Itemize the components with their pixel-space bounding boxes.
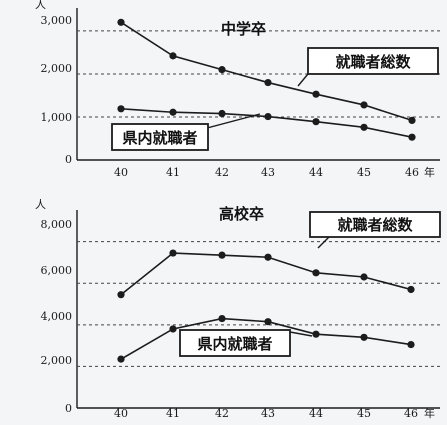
- callout-local: 県内就職者: [179, 329, 313, 357]
- x-unit-label: 年: [424, 165, 435, 179]
- x-tick-label: 40: [114, 166, 128, 179]
- callout-local-label: 県内就職者: [122, 129, 197, 147]
- data-point: [169, 249, 177, 257]
- y-tick-labels: 0 1,000 2,000 3,000: [41, 14, 73, 166]
- y-tick-label: 1,000: [41, 111, 73, 124]
- x-tick-label: 44: [309, 407, 323, 420]
- high-school-chart: 人 高校卒 0 2,000 4,000 6,000 8,000 40 41 42…: [35, 198, 441, 420]
- chart-title: 中学卒: [221, 20, 266, 38]
- x-tick-label: 41: [166, 407, 180, 420]
- y-unit-label: 人: [35, 198, 46, 211]
- data-point: [264, 112, 272, 121]
- x-unit-label: 年: [424, 406, 435, 420]
- y-tick-label: 4,000: [41, 310, 73, 323]
- series-layer: [117, 18, 416, 141]
- x-tick-label: 45: [357, 166, 371, 179]
- data-point: [264, 78, 272, 87]
- callout-total: 就職者総数: [297, 47, 439, 87]
- y-tick-labels: 0 2,000 4,000 6,000 8,000: [41, 218, 73, 415]
- y-unit-label: 人: [35, 0, 46, 11]
- data-point: [407, 340, 415, 349]
- x-tick-label: 40: [114, 407, 128, 420]
- x-tick-label: 44: [309, 166, 323, 179]
- callout-total-label: 就職者総数: [337, 216, 413, 234]
- series-layer: [117, 249, 415, 363]
- y-tick-label: 0: [65, 402, 72, 415]
- y-tick-label: 6,000: [41, 264, 73, 277]
- x-tick-label: 42: [215, 407, 229, 420]
- x-tick-label: 41: [166, 166, 180, 179]
- data-point: [407, 285, 415, 294]
- data-point: [218, 109, 226, 118]
- data-point: [117, 105, 125, 113]
- y-tick-label: 2,000: [41, 354, 73, 367]
- x-tick-label: 43: [261, 407, 275, 420]
- data-point: [408, 133, 416, 141]
- y-tick-label: 3,000: [41, 14, 73, 27]
- x-tick-labels: 40 41 42 43 44 45 46 年: [114, 165, 435, 179]
- callout-total-label: 就職者総数: [335, 53, 411, 71]
- data-point: [360, 333, 368, 341]
- data-point: [218, 251, 226, 259]
- data-point: [264, 318, 272, 326]
- data-point: [360, 101, 368, 109]
- x-tick-labels: 40 41 42 43 44 45 46 年: [114, 406, 435, 420]
- data-point: [312, 118, 320, 126]
- x-tick-label: 46: [404, 407, 418, 420]
- x-tick-label: 42: [215, 166, 229, 179]
- callout-local-label: 県内就職者: [197, 335, 272, 353]
- data-point: [117, 18, 125, 26]
- y-tick-label: 2,000: [41, 62, 73, 75]
- data-point: [408, 116, 416, 125]
- data-point: [218, 314, 226, 323]
- callout-total: 就職者総数: [309, 211, 441, 249]
- data-point: [312, 330, 320, 338]
- data-point: [312, 90, 320, 98]
- y-tick-label: 0: [65, 153, 72, 166]
- y-tick-label: 8,000: [41, 218, 73, 231]
- x-tick-label: 43: [261, 166, 275, 179]
- x-tick-label: 46: [405, 166, 419, 179]
- chart-title: 高校卒: [219, 205, 264, 223]
- x-tick-label: 45: [357, 407, 371, 420]
- junior-high-chart: 人 中学卒 0 1,000 2,000 3,000 40 41 42 43 44…: [35, 0, 440, 179]
- callout-local: 県内就職者: [111, 113, 261, 151]
- data-point: [218, 66, 226, 74]
- data-point: [360, 273, 368, 281]
- data-point: [169, 52, 177, 60]
- data-point: [117, 291, 125, 299]
- data-point: [169, 325, 177, 333]
- data-point: [117, 355, 125, 363]
- data-point: [312, 269, 320, 277]
- data-point: [169, 108, 177, 116]
- data-point: [360, 123, 368, 131]
- data-point: [264, 253, 272, 261]
